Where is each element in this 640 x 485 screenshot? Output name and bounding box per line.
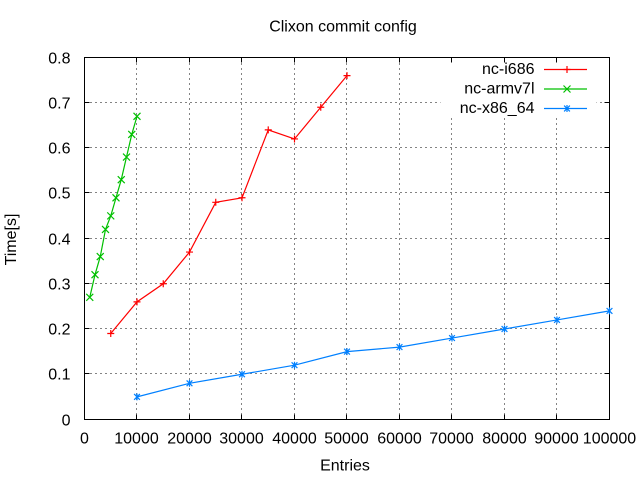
svg-text:70000: 70000 (429, 431, 474, 448)
svg-text:80000: 80000 (482, 431, 527, 448)
svg-text:60000: 60000 (377, 431, 422, 448)
svg-text:Clixon commit config: Clixon commit config (269, 19, 417, 36)
svg-text:nc-x86_64: nc-x86_64 (460, 100, 535, 117)
svg-text:nc-armv7l: nc-armv7l (464, 80, 534, 97)
svg-text:0.4: 0.4 (48, 231, 70, 248)
svg-text:50000: 50000 (324, 431, 369, 448)
svg-text:10000: 10000 (114, 431, 159, 448)
svg-text:20000: 20000 (167, 431, 212, 448)
svg-text:0.5: 0.5 (48, 185, 70, 202)
svg-text:0.2: 0.2 (48, 321, 70, 338)
svg-text:nc-i686: nc-i686 (482, 61, 535, 78)
svg-text:0.1: 0.1 (48, 366, 70, 383)
svg-text:0.6: 0.6 (48, 140, 70, 157)
svg-text:90000: 90000 (534, 431, 579, 448)
svg-text:Time[s]: Time[s] (3, 214, 20, 266)
svg-text:0.8: 0.8 (48, 50, 70, 67)
svg-text:0.7: 0.7 (48, 95, 70, 112)
svg-text:0.3: 0.3 (48, 276, 70, 293)
svg-text:0: 0 (80, 431, 89, 448)
svg-text:Entries: Entries (320, 458, 370, 475)
svg-text:30000: 30000 (219, 431, 264, 448)
svg-text:100000: 100000 (583, 431, 636, 448)
svg-text:40000: 40000 (272, 431, 317, 448)
svg-text:0: 0 (62, 412, 71, 429)
